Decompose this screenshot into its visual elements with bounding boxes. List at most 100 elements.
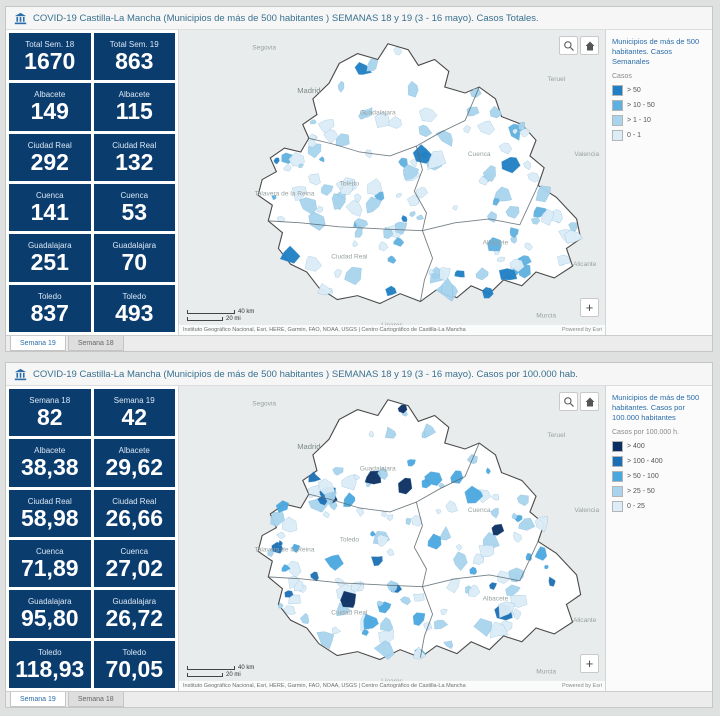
- search-icon: [563, 396, 574, 407]
- svg-text:Ciudad Real: Ciudad Real: [331, 253, 367, 260]
- map-home-button[interactable]: [580, 36, 599, 55]
- stat-card: Cuenca 71,89: [9, 539, 91, 588]
- stat-card: Toledo 493: [93, 284, 175, 332]
- tabs-bar: Semana 19 Semana 18: [6, 691, 712, 707]
- stat-label: Toledo: [37, 647, 62, 657]
- stat-value: 82: [36, 404, 63, 431]
- stat-card: Guadalajara 251: [9, 234, 91, 282]
- legend-item: > 10 - 50: [612, 100, 706, 112]
- legend-swatch: [612, 115, 623, 127]
- stat-label: Ciudad Real: [27, 140, 72, 150]
- legend-item: 0 - 25: [612, 501, 706, 513]
- stat-label: Ciudad Real: [27, 496, 72, 506]
- stat-card: Toledo 837: [9, 284, 91, 332]
- svg-text:Albacete: Albacete: [483, 240, 509, 247]
- stat-label: Semana 18: [29, 396, 71, 406]
- stat-card: Albacete 38,38: [9, 439, 91, 487]
- svg-text:Murcia: Murcia: [536, 312, 556, 319]
- svg-text:Ciudad Real: Ciudad Real: [331, 609, 367, 616]
- stat-value: 58,98: [20, 504, 79, 531]
- stat-card: Semana 18 82: [9, 389, 91, 437]
- stat-value: 863: [115, 48, 154, 75]
- stat-card: Guadalajara 70: [93, 234, 175, 282]
- svg-text:Albacete: Albacete: [483, 596, 509, 603]
- stat-card: Toledo 70,05: [93, 640, 175, 688]
- legend-swatch: [612, 501, 623, 513]
- tab-semana-19[interactable]: Semana 19: [10, 336, 66, 351]
- svg-text:Alicante: Alicante: [573, 617, 597, 624]
- stat-label: Albacete: [34, 446, 66, 456]
- stat-label: Albacete: [118, 90, 150, 100]
- province-borders: [268, 86, 539, 302]
- tab-semana-18[interactable]: Semana 18: [67, 336, 124, 351]
- scale-bar: 40 km 20 mi: [187, 664, 254, 678]
- stat-card: Ciudad Real 292: [9, 133, 91, 181]
- stat-value: 70: [121, 249, 148, 276]
- stat-value: 42: [121, 404, 148, 431]
- panel-header: COVID-19 Castilla-La Mancha (Municipios …: [6, 363, 712, 386]
- svg-text:Talavera de la Reina: Talavera de la Reina: [254, 190, 314, 197]
- stat-value: 26,72: [105, 605, 164, 632]
- stat-value: 70,05: [105, 655, 164, 682]
- tab-semana-19[interactable]: Semana 19: [10, 692, 66, 707]
- svg-text:Alicante: Alicante: [573, 261, 597, 268]
- stat-label: Semana 19: [113, 396, 155, 406]
- stat-value: 141: [30, 199, 69, 226]
- stat-value: 1670: [24, 48, 76, 75]
- tab-semana-18[interactable]: Semana 18: [67, 692, 124, 707]
- svg-text:Murcia: Murcia: [536, 668, 556, 675]
- stat-value: 29,62: [105, 454, 164, 481]
- dashboard-panel-totales: COVID-19 Castilla-La Mancha (Municipios …: [5, 6, 713, 352]
- map-canvas[interactable]: Madrid Segovia Teruel Valencia Alicante …: [178, 30, 606, 335]
- stat-label: Ciudad Real: [112, 140, 157, 150]
- stat-value: 149: [30, 98, 69, 125]
- stat-card: Guadalajara 95,80: [9, 590, 91, 638]
- stat-label: Guadalajara: [112, 597, 157, 607]
- choropleth-map: Madrid Segovia Teruel Valencia Alicante …: [179, 386, 605, 691]
- map-canvas[interactable]: Madrid Segovia Teruel Valencia Alicante …: [178, 386, 606, 691]
- powered-by-esri: Powered by Esri: [561, 327, 602, 333]
- svg-text:Madrid: Madrid: [297, 442, 320, 451]
- map-attribution: Instituto Geográfico Nacional, Esri, HER…: [179, 325, 605, 335]
- svg-text:Teruel: Teruel: [547, 432, 565, 439]
- map-home-button[interactable]: [580, 392, 599, 411]
- legend-item: > 50: [612, 85, 706, 97]
- legend-item: > 100 - 400: [612, 456, 706, 468]
- powered-by-esri: Powered by Esri: [561, 683, 602, 689]
- legend-panel: Municipios de más de 500 habitantes. Cas…: [606, 30, 712, 335]
- stat-label: Cuenca: [120, 191, 149, 201]
- home-icon: [585, 41, 594, 50]
- svg-text:Valencia: Valencia: [574, 151, 599, 158]
- svg-text:Talavera de la Reina: Talavera de la Reina: [254, 546, 314, 553]
- stat-card: Toledo 118,93: [9, 640, 91, 688]
- legend-swatch: [612, 85, 623, 97]
- legend-swatch: [612, 486, 623, 498]
- stat-label: Guadalajara: [27, 597, 72, 607]
- stat-card: Cuenca 53: [93, 183, 175, 232]
- legend-item: > 25 - 50: [612, 486, 706, 498]
- stats-grid: Total Sem. 18 1670 Total Sem. 19 863 Albac…: [6, 30, 178, 335]
- org-logo-icon: [14, 368, 27, 381]
- stats-grid: Semana 18 82 Semana 19 42 Albacete 38,38 Al…: [6, 386, 178, 691]
- stat-card: Semana 19 42: [93, 389, 175, 437]
- zoom-in-button[interactable]: +: [580, 654, 599, 673]
- scale-bar: 40 km 20 mi: [187, 308, 254, 322]
- svg-text:Toledo: Toledo: [340, 537, 360, 544]
- map-search-button[interactable]: [559, 392, 578, 411]
- stat-value: 95,80: [20, 605, 79, 632]
- svg-text:Toledo: Toledo: [340, 181, 360, 188]
- stat-label: Total Sem. 19: [109, 40, 159, 50]
- map-search-button[interactable]: [559, 36, 578, 55]
- home-icon: [585, 397, 594, 406]
- legend-title: Municipios de más de 500 habitantes. Cas…: [612, 393, 700, 422]
- stat-label: Cuenca: [35, 191, 64, 201]
- stat-label: Toledo: [37, 291, 62, 301]
- choropleth-map: Madrid Segovia Teruel Valencia Alicante …: [179, 30, 605, 335]
- stat-value: 53: [121, 199, 148, 226]
- legend-swatch: [612, 130, 623, 142]
- svg-text:Madrid: Madrid: [297, 86, 320, 95]
- zoom-in-button[interactable]: +: [580, 298, 599, 317]
- stat-card: Total Sem. 19 863: [93, 33, 175, 81]
- stat-card: Ciudad Real 26,66: [93, 489, 175, 537]
- stat-value: 837: [30, 299, 69, 326]
